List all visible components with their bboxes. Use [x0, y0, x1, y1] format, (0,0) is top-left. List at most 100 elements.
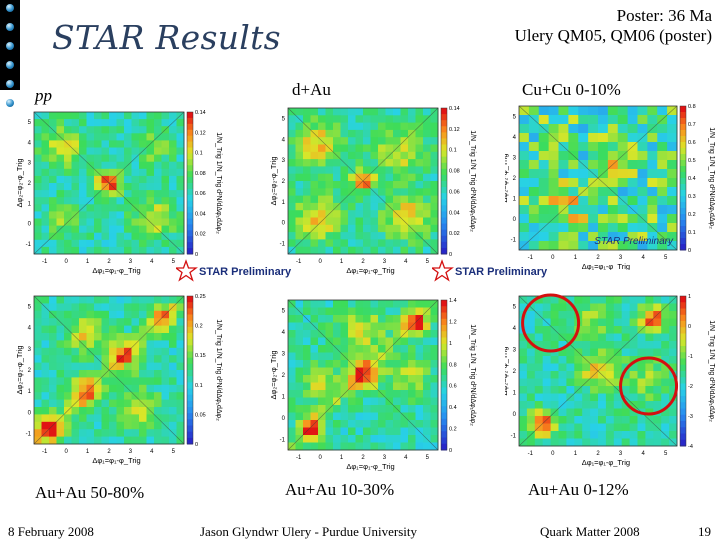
- scale-tick-label: 0: [449, 252, 452, 258]
- y-axis-label: Δφ₂=φ₂-φ_Trig: [15, 345, 24, 394]
- label-dau: d+Au: [292, 80, 331, 99]
- scale-tick-label: 0.2: [688, 212, 696, 218]
- color-scale-bar: [440, 299, 448, 451]
- label-auau-10-30: Au+Au 10-30%: [285, 480, 395, 499]
- scale-tick-label: 1: [449, 341, 452, 347]
- x-tick-label: -1: [296, 455, 302, 461]
- bullet-icon: [6, 99, 14, 107]
- x-tick-label: 4: [404, 259, 408, 265]
- color-scale-bar: [679, 295, 687, 447]
- y-tick-label: 2: [28, 368, 32, 374]
- x-tick-label: 1: [574, 451, 578, 457]
- y-tick-label: 0: [28, 410, 32, 416]
- scale-tick-label: 0.8: [449, 362, 457, 368]
- plot-frame: [287, 299, 439, 451]
- heatmap-panel-auau-0-12: -1 -1 0 0 1 1 2 2 3 3 4 4 5 5 Δφ₁=φ₁-φ_Trig Δφ₂=φ₂-φ_Tr…: [505, 293, 715, 467]
- x-tick-label: 3: [383, 455, 387, 461]
- plot-frame: [518, 105, 678, 251]
- bullet-icon: [6, 80, 14, 88]
- y-tick-label: 4: [282, 330, 286, 336]
- scale-tick-label: 0.7: [688, 122, 696, 128]
- x-tick-label: 2: [596, 451, 600, 457]
- scale-tick-label: 1: [688, 294, 691, 300]
- scale-tick-label: -1: [688, 354, 693, 360]
- heatmap-panel-cucu: -1 -1 0 0 1 1 2 2 3 3 4 4 5 5 Δφ₁=φ₁-φ_Trig Δφ₂=φ₂-φ_Tr…: [505, 104, 715, 270]
- x-tick-label: 5: [664, 451, 668, 457]
- x-tick-label: 3: [129, 449, 133, 455]
- x-tick-label: 0: [64, 259, 68, 265]
- y-tick-label: 1: [282, 394, 286, 400]
- x-tick-label: 3: [383, 259, 387, 265]
- y-tick-label: 1: [513, 197, 517, 203]
- star-preliminary-text: STAR Preliminary: [455, 266, 548, 278]
- x-tick-label: 4: [150, 449, 154, 455]
- footer-page-number: 19: [698, 524, 711, 539]
- scale-tick-label: 0.1: [195, 383, 203, 389]
- label-pp: pp: [35, 86, 52, 105]
- x-axis-label: Δφ₁=φ₁-φ_Trig: [92, 456, 140, 465]
- z-axis-label: 1/N_Trig 1/N_Trig d²N/dΔφ₁dΔφ₂: [215, 132, 222, 234]
- x-tick-label: 3: [619, 451, 623, 457]
- x-tick-label: 4: [641, 451, 645, 457]
- y-tick-label: 5: [513, 114, 517, 120]
- y-tick-label: 2: [28, 181, 32, 187]
- x-tick-label: -1: [528, 255, 534, 261]
- heatmap-panel-pp: -1 -1 0 0 1 1 2 2 3 3 4 4 5 5 Δφ₁=φ₁-φ_Trig Δφ₂=φ₂-φ_Tr…: [15, 110, 222, 275]
- color-scale-bar: [440, 107, 448, 255]
- plot-frame: [33, 111, 185, 255]
- footer-date: 8 February 2008: [8, 524, 94, 539]
- left-sidebar-bar: [0, 0, 20, 107]
- z-axis-label: 1/N_Trig 1/N_Trig d²N/dΔφ₁dΔφ₂: [708, 127, 715, 229]
- footer-author: Jason Glyndwr Ulery - Purdue University: [200, 524, 417, 539]
- plot-frame: [518, 295, 678, 447]
- y-axis-label: Δφ₂=φ₂-φ_Trig: [505, 153, 509, 202]
- footer-conference: Quark Matter 2008: [540, 524, 640, 539]
- y-tick-label: -1: [280, 242, 286, 248]
- star-preliminary-text: STAR Preliminary: [594, 236, 674, 247]
- y-tick-label: 3: [28, 161, 32, 167]
- scale-tick-label: 0.04: [195, 211, 206, 217]
- x-tick-label: -1: [42, 259, 48, 265]
- y-tick-label: 4: [28, 326, 32, 332]
- x-tick-label: 2: [361, 259, 365, 265]
- y-tick-label: 3: [513, 155, 517, 161]
- y-tick-label: 4: [282, 137, 286, 143]
- scale-tick-label: 0.14: [195, 110, 206, 116]
- y-tick-label: 1: [28, 389, 32, 395]
- star-preliminary-stamp-1: STAR Preliminary: [176, 259, 292, 282]
- x-tick-label: 5: [426, 259, 430, 265]
- y-tick-label: 1: [28, 201, 32, 207]
- poster-line-2: Ulery QM05, QM06 (poster): [514, 26, 712, 45]
- x-tick-label: -1: [42, 449, 48, 455]
- x-tick-label: 2: [361, 455, 365, 461]
- poster-reference: Poster: 36 Ma Ulery QM05, QM06 (poster): [515, 6, 712, 46]
- x-axis-label: Δφ₁=φ₁-φ_Trig: [346, 266, 394, 275]
- x-tick-label: 5: [426, 455, 430, 461]
- z-axis-label: 1/N_Trig 1/N_Trig d²N/dΔφ₁dΔφ₂: [469, 130, 476, 232]
- y-tick-label: 5: [28, 305, 32, 311]
- x-axis-label: Δφ₁=φ₁-φ_Trig: [92, 266, 140, 275]
- x-tick-label: 1: [574, 255, 578, 261]
- highlight-circle: [619, 356, 679, 416]
- x-tick-label: 2: [596, 255, 600, 261]
- x-axis-label: Δφ₁=φ₁-φ_Trig: [582, 458, 630, 467]
- y-tick-label: -1: [511, 433, 517, 439]
- y-tick-label: 3: [28, 347, 32, 353]
- y-tick-label: 2: [282, 179, 286, 185]
- y-tick-label: 0: [513, 412, 517, 418]
- y-tick-label: 0: [282, 221, 286, 227]
- x-tick-label: 5: [664, 255, 668, 261]
- x-tick-label: -1: [528, 451, 534, 457]
- y-tick-label: 4: [513, 326, 517, 332]
- x-axis-label: Δφ₁=φ₁-φ_Trig: [582, 262, 630, 270]
- x-tick-label: -1: [296, 259, 302, 265]
- bullet-icon: [6, 23, 14, 31]
- scale-tick-label: 0.12: [195, 130, 206, 136]
- scale-tick-label: 0.6: [688, 140, 696, 146]
- scale-tick-label: 0: [688, 324, 691, 330]
- bullet-icon: [6, 4, 14, 12]
- x-tick-label: 2: [107, 449, 111, 455]
- scale-tick-label: 0.1: [688, 230, 696, 236]
- scale-tick-label: 0: [195, 252, 198, 258]
- y-axis-label: Δφ₂=φ₂-φ_Trig: [505, 346, 509, 395]
